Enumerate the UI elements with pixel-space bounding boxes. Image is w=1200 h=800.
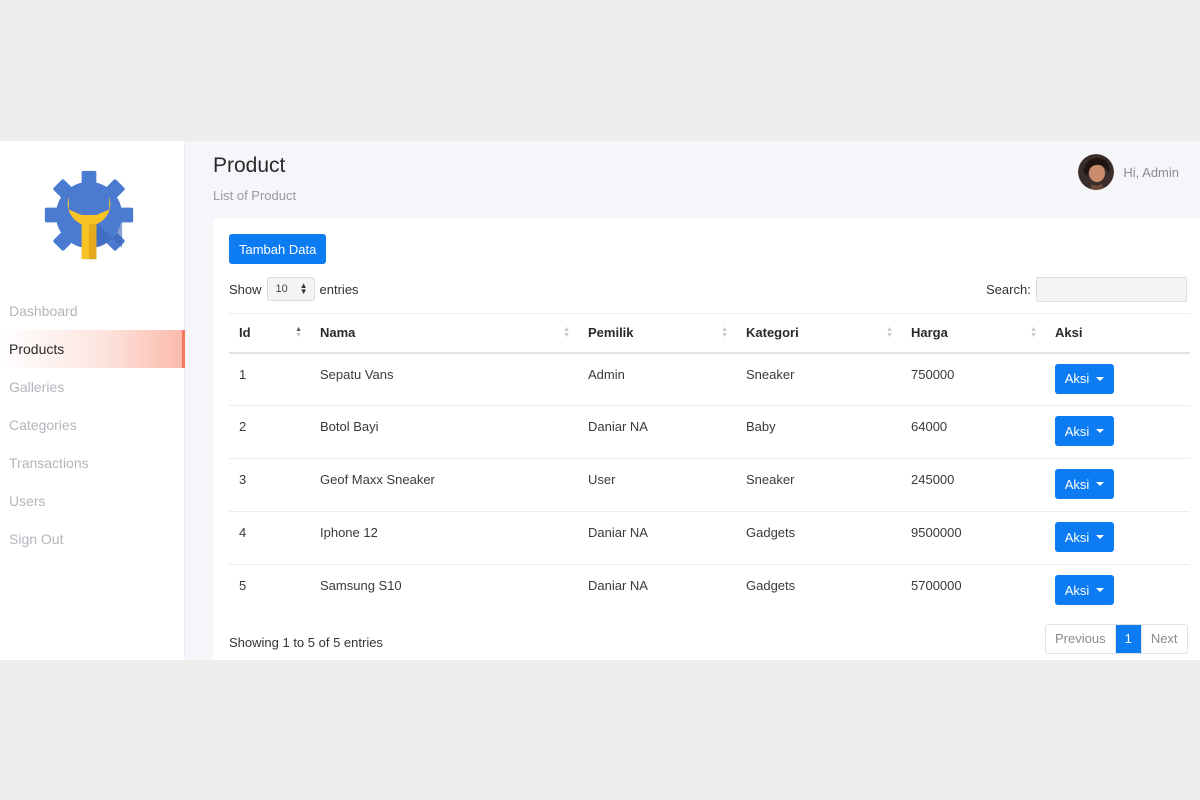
sidebar-item-sign-out[interactable]: Sign Out	[9, 531, 64, 547]
column-header-aksi: Aksi	[1045, 313, 1190, 354]
caret-down-icon	[1096, 429, 1105, 433]
greeting-text: Hi, Admin	[1123, 164, 1179, 180]
sidebar-item-dashboard[interactable]: Dashboard	[9, 303, 78, 319]
aksi-dropdown-button[interactable]: Aksi	[1055, 363, 1114, 394]
column-header-nama[interactable]: Nama ▲ ▼	[310, 313, 578, 354]
pagination-page-1[interactable]: 1	[1114, 625, 1141, 653]
table-row: 1 Sepatu Vans Admin Sneaker 750000 Aksi	[229, 352, 1190, 406]
cell-id: 5	[239, 578, 247, 593]
pagination: Previous 1 Next	[1045, 624, 1188, 654]
search-input[interactable]	[1035, 277, 1187, 302]
sort-icon: ▲ ▼	[563, 326, 570, 339]
show-label: Show	[229, 281, 262, 297]
sort-icon: ▲ ▼	[1030, 326, 1037, 339]
cell-nama: Geof Maxx Sneaker	[310, 458, 578, 512]
cell-pemilik: Daniar NA	[588, 578, 648, 593]
gear-wrench-logo-icon	[44, 170, 134, 260]
cell-nama: Sepatu Vans	[310, 352, 578, 406]
column-header-kategori[interactable]: Kategori ▲ ▼	[736, 313, 901, 354]
cell-id: 4	[229, 511, 310, 565]
sidebar-item-users[interactable]: Users	[9, 493, 46, 509]
page-title: Product	[213, 154, 286, 177]
cell-pemilik: Admin	[578, 352, 736, 406]
table-header-row: Id ▲ ▼ Nama ▲ ▼ Pemilik ▲ ▼ Kategori ▲ ▼ Harga ▲ ▼…	[229, 313, 1190, 354]
table-row: 3 Geof Maxx Sneaker User Sneaker 245000 …	[229, 458, 1190, 512]
cell-harga: 9500000	[901, 511, 1045, 565]
cell-kategori: Baby	[736, 405, 901, 459]
product-table: Id ▲ ▼ Nama ▲ ▼ Pemilik ▲ ▼ Kategori ▲ ▼ Harga ▲ ▼…	[229, 313, 1190, 618]
aksi-dropdown-button[interactable]: Aksi	[1055, 416, 1114, 446]
sidebar-item-products[interactable]: Products	[0, 330, 185, 368]
column-header-id[interactable]: Id ▲ ▼	[229, 313, 310, 354]
cell-harga: 245000	[901, 458, 1045, 512]
table-row: 5 Samsung S10 Daniar NA Gadgets 5700000 …	[229, 565, 1190, 618]
cell-id: 1	[229, 352, 310, 406]
search-label: Search:	[986, 282, 1031, 297]
cell-harga: 5700000	[911, 578, 962, 593]
cell-kategori: Gadgets	[736, 511, 901, 565]
cell-pemilik: Daniar NA	[578, 405, 736, 459]
caret-down-icon	[1096, 535, 1105, 539]
cell-nama: Botol Bayi	[310, 405, 578, 459]
cell-kategori: Gadgets	[746, 578, 796, 593]
aksi-dropdown-button[interactable]: Aksi	[1055, 469, 1114, 499]
cell-pemilik: Daniar NA	[578, 511, 736, 565]
pagination-next[interactable]: Next	[1140, 625, 1187, 653]
pagination-previous[interactable]: Previous	[1046, 625, 1115, 653]
add-data-button[interactable]: Tambah Data	[229, 234, 327, 264]
cell-harga: 750000	[901, 352, 1045, 406]
aksi-dropdown-button[interactable]: Aksi	[1055, 575, 1114, 605]
search-control: Search:	[986, 277, 1187, 302]
sidebar-nav: Dashboard Products Galleries Categories …	[0, 292, 185, 558]
sidebar-item-categories[interactable]: Categories	[9, 417, 77, 433]
sort-icon: ▲ ▼	[886, 326, 893, 339]
entries-length-control: Show 10 ▲ ▼ entries	[229, 277, 359, 301]
sort-icon: ▲ ▼	[721, 326, 728, 339]
caret-down-icon	[1096, 482, 1105, 486]
user-menu[interactable]: Hi, Admin	[1078, 154, 1179, 190]
table-row: 4 Iphone 12 Daniar NA Gadgets 9500000 Ak…	[229, 511, 1190, 565]
sidebar: Dashboard Products Galleries Categories …	[0, 141, 185, 660]
sidebar-item-galleries[interactable]: Galleries	[9, 379, 65, 395]
cell-id: 2	[229, 405, 310, 459]
caret-down-icon	[1096, 588, 1105, 592]
caret-down-icon	[1096, 376, 1105, 381]
table-info: Showing 1 to 5 of 5 entries	[229, 635, 383, 650]
cell-kategori: Sneaker	[736, 352, 901, 406]
column-header-pemilik[interactable]: Pemilik ▲ ▼	[578, 313, 736, 354]
cell-kategori: Sneaker	[736, 458, 901, 512]
entries-label: entries	[319, 281, 359, 297]
cell-nama: Samsung S10	[320, 578, 402, 593]
sort-asc-icon: ▲ ▼	[295, 326, 302, 339]
entries-select-value: 10	[275, 283, 288, 295]
cell-pemilik: User	[578, 458, 736, 512]
sidebar-item-transactions[interactable]: Transactions	[9, 455, 89, 471]
avatar[interactable]	[1078, 154, 1115, 190]
cell-nama: Iphone 12	[310, 511, 578, 565]
cell-id: 3	[229, 458, 310, 512]
select-arrows-icon: ▲ ▼	[299, 281, 308, 296]
page-subtitle: List of Product	[213, 188, 297, 203]
cell-harga: 64000	[901, 405, 1045, 459]
column-header-harga[interactable]: Harga ▲ ▼	[901, 313, 1045, 354]
product-card: Tambah Data Show 10 ▲ ▼ entries Search: I…	[213, 218, 1200, 660]
entries-select[interactable]: 10 ▲ ▼	[266, 277, 315, 301]
table-row: 2 Botol Bayi Daniar NA Baby 64000 Aksi	[229, 405, 1190, 459]
aksi-dropdown-button[interactable]: Aksi	[1055, 522, 1114, 552]
app-window: Dashboard Products Galleries Categories …	[0, 141, 1200, 660]
